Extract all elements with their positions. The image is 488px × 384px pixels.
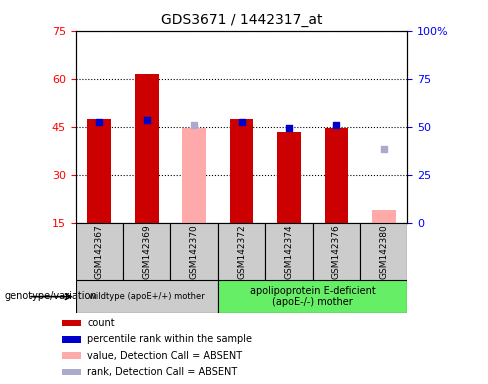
Text: GSM142369: GSM142369	[142, 224, 151, 279]
Bar	[372, 210, 396, 223]
Bar	[61, 353, 81, 359]
FancyBboxPatch shape	[76, 280, 218, 313]
Point	[380, 146, 387, 152]
Point	[238, 119, 245, 125]
Point	[96, 119, 103, 125]
Bar	[87, 119, 111, 223]
Bar	[61, 336, 81, 343]
Point	[285, 125, 293, 131]
Point	[143, 117, 151, 123]
Text: GSM142367: GSM142367	[95, 224, 104, 279]
Text: GSM142376: GSM142376	[332, 224, 341, 279]
Text: apolipoprotein E-deficient
(apoE-/-) mother: apolipoprotein E-deficient (apoE-/-) mot…	[250, 286, 376, 308]
Text: GSM142372: GSM142372	[237, 224, 246, 279]
FancyBboxPatch shape	[313, 223, 360, 280]
FancyBboxPatch shape	[265, 223, 313, 280]
Bar	[230, 119, 253, 223]
Point	[332, 122, 340, 128]
Bar	[183, 128, 206, 223]
Text: GSM142374: GSM142374	[285, 224, 293, 279]
Text: value, Detection Call = ABSENT: value, Detection Call = ABSENT	[87, 351, 243, 361]
FancyBboxPatch shape	[218, 280, 407, 313]
Text: genotype/variation: genotype/variation	[5, 291, 98, 301]
FancyBboxPatch shape	[123, 223, 170, 280]
Bar	[61, 320, 81, 326]
FancyBboxPatch shape	[170, 223, 218, 280]
Text: rank, Detection Call = ABSENT: rank, Detection Call = ABSENT	[87, 367, 238, 377]
FancyBboxPatch shape	[76, 223, 123, 280]
Bar	[277, 132, 301, 223]
Point	[190, 122, 198, 128]
Text: GSM142370: GSM142370	[190, 224, 199, 279]
Text: wildtype (apoE+/+) mother: wildtype (apoE+/+) mother	[89, 292, 204, 301]
Bar	[325, 128, 348, 223]
Title: GDS3671 / 1442317_at: GDS3671 / 1442317_at	[161, 13, 322, 27]
Bar	[61, 369, 81, 375]
Bar	[135, 74, 159, 223]
Text: GSM142380: GSM142380	[379, 224, 388, 279]
FancyBboxPatch shape	[218, 223, 265, 280]
Text: percentile rank within the sample: percentile rank within the sample	[87, 334, 252, 344]
Text: count: count	[87, 318, 115, 328]
FancyBboxPatch shape	[360, 223, 407, 280]
